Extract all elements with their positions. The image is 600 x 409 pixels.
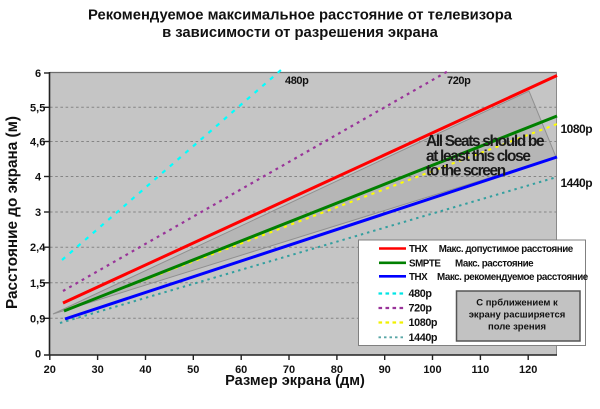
svg-text:экрану расширяется: экрану расширяется: [469, 310, 566, 321]
svg-text:480p: 480p: [285, 75, 309, 87]
svg-text:20: 20: [44, 364, 56, 376]
svg-text:1080p: 1080p: [409, 317, 438, 329]
svg-text:поле зрения: поле зрения: [488, 322, 546, 333]
svg-text:Расстояние до экрана (м): Расстояние до экрана (м): [4, 116, 21, 309]
svg-text:Рекомендуемое максимальное рас: Рекомендуемое максимальное расстояние от…: [88, 8, 513, 24]
svg-text:5,5: 5,5: [30, 102, 45, 114]
svg-text:720p: 720p: [447, 75, 471, 87]
svg-text:Макс. расстояние: Макс. расстояние: [455, 258, 534, 269]
svg-text:60: 60: [235, 364, 247, 376]
svg-text:Размер экрана (дм): Размер экрана (дм): [225, 373, 365, 389]
svg-text:1080p: 1080p: [561, 122, 593, 136]
svg-text:1,5: 1,5: [30, 278, 45, 290]
svg-text:720p: 720p: [409, 303, 433, 315]
svg-text:110: 110: [472, 364, 490, 376]
svg-text:to the screen: to the screen: [426, 162, 506, 179]
svg-text:в зависимости от разрешения эк: в зависимости от разрешения экрана: [162, 25, 439, 41]
svg-text:at least this close: at least this close: [426, 148, 531, 165]
svg-text:2,4: 2,4: [30, 242, 46, 254]
svg-text:Макс. допустимое расстояние: Макс. допустимое расстояние: [439, 244, 574, 255]
svg-text:0,9: 0,9: [30, 313, 45, 325]
svg-text:3: 3: [35, 207, 41, 219]
svg-text:30: 30: [91, 364, 103, 376]
svg-text:Макс. рекомендуемое расстояние: Макс. рекомендуемое расстояние: [437, 272, 589, 283]
svg-text:480p: 480p: [409, 288, 433, 300]
svg-text:All Seats should be: All Seats should be: [426, 133, 545, 150]
svg-text:С прближением к: С прближением к: [476, 298, 558, 309]
svg-text:80: 80: [331, 364, 343, 376]
svg-text:50: 50: [187, 364, 199, 376]
svg-text:1440p: 1440p: [409, 332, 438, 344]
svg-text:40: 40: [139, 364, 151, 376]
svg-text:THX: THX: [409, 272, 428, 283]
svg-text:100: 100: [423, 364, 441, 376]
svg-text:SMPTE: SMPTE: [409, 258, 441, 269]
svg-text:THX: THX: [409, 244, 428, 255]
svg-text:0: 0: [35, 349, 41, 361]
svg-text:1440p: 1440p: [561, 176, 593, 190]
svg-text:120: 120: [519, 364, 537, 376]
svg-text:70: 70: [283, 364, 295, 376]
svg-text:4,6: 4,6: [30, 137, 45, 149]
svg-text:6: 6: [35, 68, 41, 80]
svg-text:90: 90: [379, 364, 391, 376]
svg-text:4: 4: [35, 172, 42, 184]
